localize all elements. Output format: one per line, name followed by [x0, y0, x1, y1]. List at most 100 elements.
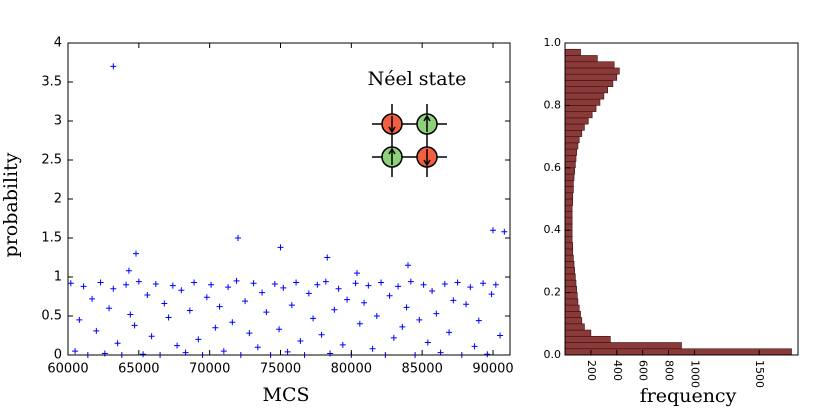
point: [471, 343, 478, 350]
x-tick-label: 60000: [47, 362, 88, 377]
point: [235, 235, 241, 241]
point: [497, 332, 504, 339]
hist-bar: [564, 86, 609, 94]
point: [191, 279, 198, 286]
plot-frame: [564, 42, 799, 356]
x-tick-label: 1500: [753, 360, 766, 388]
point: [429, 288, 436, 295]
point: [225, 284, 232, 291]
point: [89, 295, 96, 302]
point: [203, 294, 210, 301]
hist-bar: [564, 286, 577, 293]
point: [93, 327, 100, 334]
hist-bar: [564, 323, 585, 331]
point: [135, 278, 142, 285]
x-axis-label: MCS: [262, 384, 309, 406]
hist-bar: [564, 211, 573, 219]
x-tick-label: 600: [637, 360, 650, 381]
point: [110, 285, 117, 292]
point: [277, 244, 284, 251]
hist-bar: [564, 254, 574, 262]
y-tick-label: 1: [54, 270, 62, 285]
hist-bar: [564, 173, 575, 181]
y-tick-label: 0.2: [544, 286, 562, 299]
y-tick-label: 3.5: [41, 75, 62, 90]
hist-bar: [564, 236, 573, 243]
hist-bar: [564, 117, 589, 125]
hist-bar: [564, 304, 580, 312]
point: [501, 228, 508, 235]
point: [140, 351, 147, 358]
y-tick-label: 0.6: [544, 161, 562, 174]
hist-bar: [564, 261, 575, 268]
point: [144, 291, 151, 298]
x-tick-label: 80000: [331, 362, 372, 377]
point: [322, 278, 329, 285]
point: [446, 329, 453, 336]
point: [165, 314, 172, 321]
hist-bar: [564, 105, 597, 112]
hist-bar: [564, 317, 583, 325]
x-tick-label: 800: [663, 360, 676, 381]
hist-bar: [564, 242, 574, 250]
point: [250, 280, 257, 287]
hist-bar: [564, 204, 573, 212]
point: [186, 307, 193, 314]
hist-bar: [564, 73, 618, 81]
point: [216, 303, 223, 310]
point: [229, 319, 236, 326]
point: [131, 322, 138, 329]
point: [148, 333, 155, 340]
point: [125, 267, 132, 274]
point: [314, 281, 321, 288]
hist-bar: [564, 167, 576, 175]
y-axis-label: probability: [0, 152, 22, 257]
point: [288, 302, 295, 309]
hist-bar: [564, 148, 577, 156]
hist-bar: [564, 223, 573, 231]
point: [310, 315, 317, 322]
hist-bar: [564, 161, 576, 169]
hist-bar: [564, 279, 577, 287]
point: [233, 277, 240, 284]
point: [399, 323, 406, 330]
point: [339, 341, 346, 348]
hist-bar: [564, 248, 574, 256]
point: [420, 281, 427, 288]
hist-bar: [564, 130, 583, 137]
point: [467, 284, 474, 291]
x-tick-label: 400: [611, 360, 624, 381]
point: [195, 336, 202, 343]
point: [76, 316, 83, 323]
hist-bar: [564, 192, 574, 200]
point: [335, 285, 342, 292]
hist-bar: [564, 273, 576, 281]
x-tick-label: 70000: [189, 362, 230, 377]
point: [212, 324, 219, 331]
hist-bar: [564, 92, 605, 100]
point: [220, 348, 227, 355]
point: [365, 282, 372, 289]
point: [161, 300, 168, 307]
annotation: Néel state: [368, 68, 467, 90]
point: [433, 310, 440, 317]
point: [67, 280, 74, 287]
y-tick-label: 0.4: [544, 223, 562, 236]
point: [378, 279, 385, 286]
y-tick-label: 0: [54, 348, 62, 363]
hist-bar: [564, 98, 601, 106]
neel-icon: [372, 104, 447, 177]
y-tick-label: 0.0: [544, 348, 562, 361]
y-tick-label: 1.0: [544, 36, 562, 49]
point: [169, 282, 176, 289]
hist-bar: [564, 217, 573, 225]
hist-bar: [564, 55, 598, 63]
point: [405, 262, 411, 269]
hist-bar: [564, 48, 581, 56]
point: [297, 337, 304, 344]
point: [271, 281, 278, 288]
point: [318, 331, 325, 338]
point: [324, 254, 331, 261]
point: [101, 350, 108, 357]
